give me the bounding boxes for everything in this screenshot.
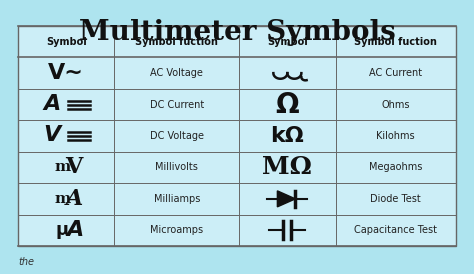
Text: V∼: V∼	[48, 63, 84, 83]
Text: Microamps: Microamps	[150, 225, 203, 235]
Text: m: m	[54, 192, 70, 206]
Text: DC Current: DC Current	[150, 99, 204, 110]
Text: Megaohms: Megaohms	[369, 162, 422, 172]
Text: Diode Test: Diode Test	[370, 194, 421, 204]
Text: Ohms: Ohms	[382, 99, 410, 110]
Text: DC Voltage: DC Voltage	[150, 131, 204, 141]
Polygon shape	[277, 191, 295, 207]
Text: Symbol fuction: Symbol fuction	[355, 37, 437, 47]
Text: Multimeter Symbols: Multimeter Symbols	[79, 19, 395, 46]
Text: kΩ: kΩ	[271, 126, 304, 146]
Text: A: A	[44, 94, 61, 113]
Text: A: A	[66, 220, 84, 240]
Text: Ω: Ω	[275, 91, 299, 119]
Text: AC Voltage: AC Voltage	[150, 68, 203, 78]
Text: Symbol: Symbol	[267, 37, 308, 47]
Text: Millivolts: Millivolts	[155, 162, 198, 172]
Text: A: A	[65, 188, 83, 210]
Text: Kilohms: Kilohms	[376, 131, 415, 141]
Text: AC Current: AC Current	[369, 68, 422, 78]
Text: V: V	[44, 125, 61, 145]
Text: Milliamps: Milliamps	[154, 194, 200, 204]
Text: the: the	[18, 257, 34, 267]
Text: Symbol fuction: Symbol fuction	[136, 37, 218, 47]
Bar	[18, 26, 456, 246]
Text: Capacitance Test: Capacitance Test	[354, 225, 438, 235]
Text: m: m	[54, 161, 70, 175]
Text: μ: μ	[55, 221, 69, 239]
Text: MΩ: MΩ	[263, 155, 312, 179]
Text: V: V	[65, 156, 83, 178]
Text: Symbol: Symbol	[46, 37, 87, 47]
